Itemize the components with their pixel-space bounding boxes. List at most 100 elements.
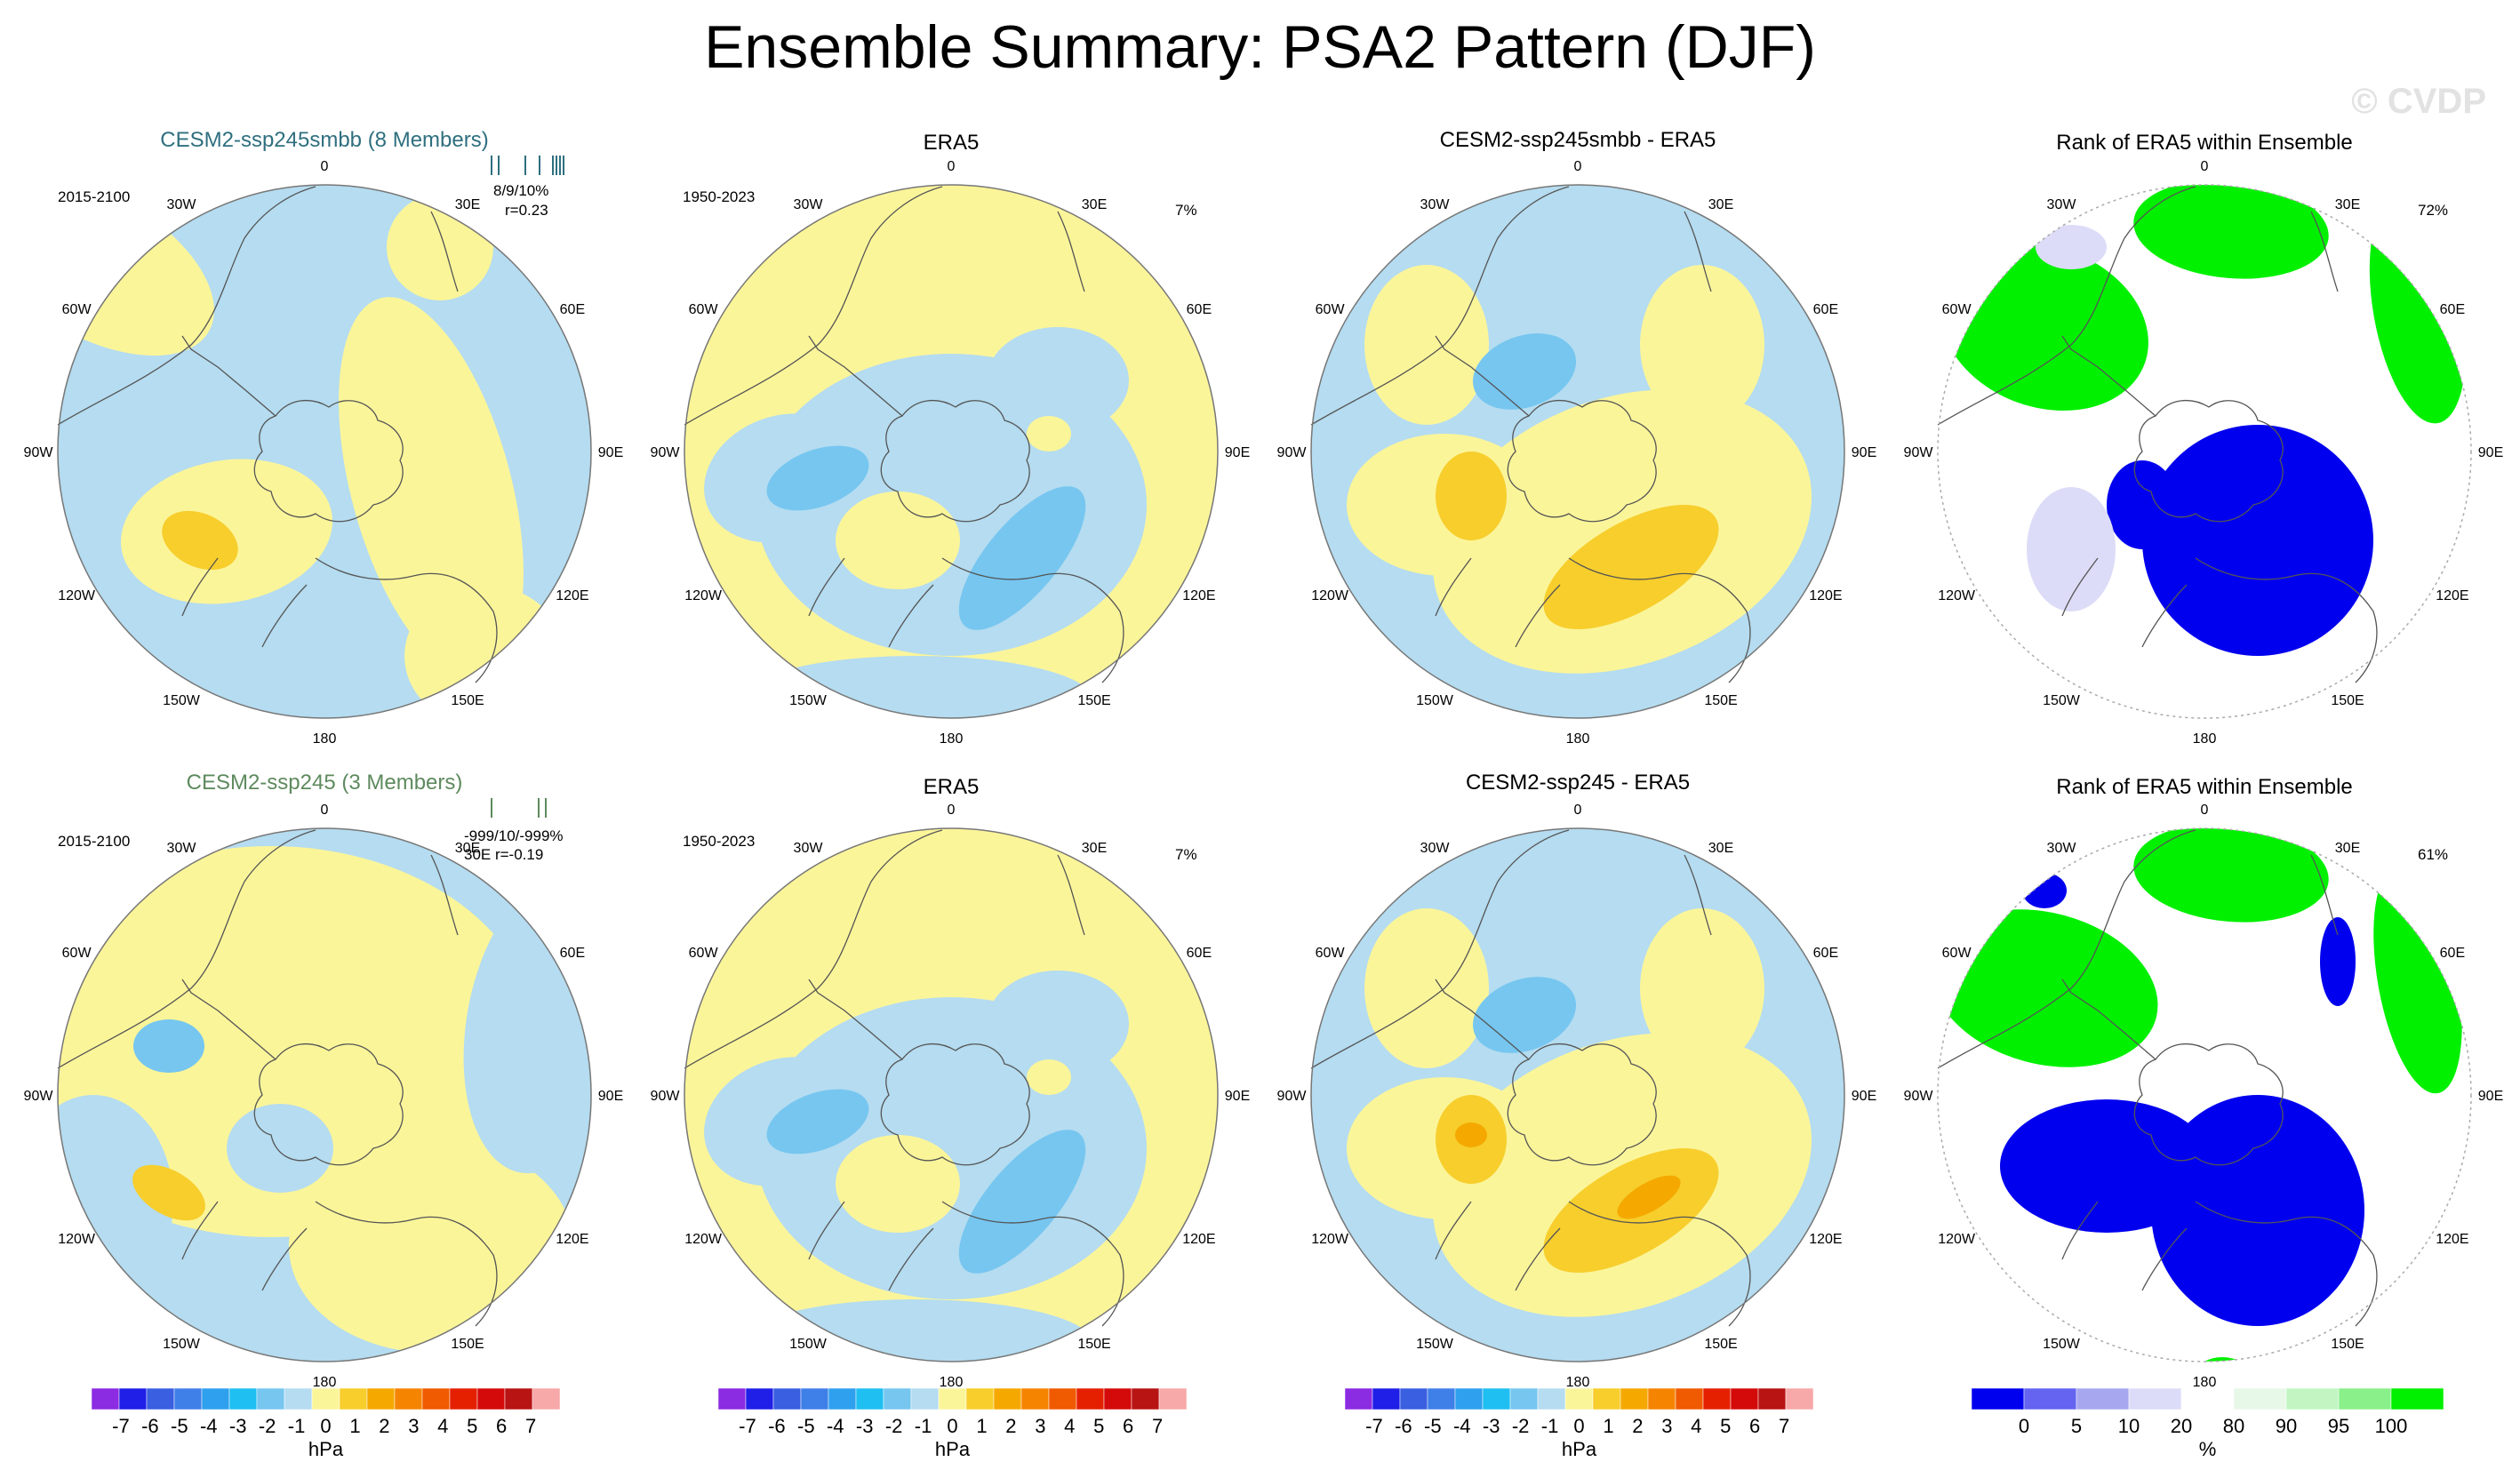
- colorbar-unit: hPa: [308, 1438, 344, 1460]
- coastline-4: [888, 557, 1124, 683]
- lon-label-90w: 90W: [651, 1089, 681, 1104]
- coastline-1: [808, 979, 903, 1060]
- lon-label-180: 180: [940, 1375, 964, 1390]
- lon-label-0: 0: [321, 803, 329, 818]
- colorbar-swatch-0: [717, 1387, 747, 1410]
- lon-label-120e: 120E: [556, 588, 588, 603]
- colorbar-unit: hPa: [935, 1438, 971, 1460]
- colorbar-swatch-13: [1702, 1387, 1732, 1410]
- map-panel-p23: 0 30E 60E 90E 120E 150E 180 150W 120W 90W 60W 30W: [1277, 803, 1877, 1390]
- colorbar-swatch-8: [311, 1387, 340, 1410]
- field-low-cores: [766, 445, 1086, 630]
- lon-label-90e: 90E: [1852, 1089, 1876, 1104]
- colorbar-swatch-1: [118, 1387, 148, 1410]
- map-boundary: [1937, 184, 2472, 719]
- lon-label-30e: 30E: [1708, 197, 1733, 212]
- coastline-0: [880, 399, 1030, 523]
- colorbar-swatch-8: [938, 1387, 967, 1410]
- colorbar-label-12: 5: [1093, 1415, 1104, 1437]
- colorbar-label-7: 100: [2375, 1415, 2408, 1437]
- lon-label-150w: 150W: [163, 693, 201, 708]
- lon-label-90e: 90E: [2478, 1089, 2503, 1104]
- colorbar-label-3: -4: [827, 1415, 844, 1437]
- colorbar-swatch-1: [745, 1387, 774, 1410]
- coastlines: [684, 186, 1124, 683]
- colorbar-swatch-2: [146, 1387, 175, 1410]
- coastlines: [57, 829, 498, 1327]
- lon-label-150e: 150E: [1077, 1337, 1110, 1352]
- lon-label-0: 0: [2201, 159, 2209, 174]
- coastlines: [1937, 186, 2378, 683]
- colorbar-swatch-5: [855, 1387, 884, 1410]
- coastline-1: [181, 335, 276, 417]
- colorbar-swatch-10: [1620, 1387, 1649, 1410]
- colorbar-label-3: -4: [200, 1415, 218, 1437]
- colorbar-swatch-10: [993, 1387, 1022, 1410]
- lon-label-120e: 120E: [2436, 588, 2468, 603]
- colorbar-label-6: -1: [1541, 1415, 1559, 1437]
- map-panel-p11: 0 30E 60E 90E 120E 150E 180 150W 120W 90W 60W 30W: [24, 159, 624, 747]
- period-p22: 1950-2023: [683, 833, 755, 850]
- coastline-4: [1515, 557, 1751, 683]
- coastline-0: [2133, 399, 2284, 523]
- colorbar-swatch-6: [2285, 1387, 2340, 1410]
- lon-label-150w: 150W: [163, 1337, 201, 1352]
- lon-label-0: 0: [948, 803, 956, 818]
- colorbar-swatch-15: [1757, 1387, 1787, 1410]
- field-fill: [1311, 185, 1844, 718]
- colorbar-swatch-16: [532, 1387, 561, 1410]
- lon-label-90e: 90E: [1225, 1089, 1250, 1104]
- coastline-4: [2141, 1201, 2378, 1327]
- lon-label-60w: 60W: [62, 946, 92, 961]
- rank-mid-regions: [2027, 225, 2116, 611]
- field-low-core: [133, 1019, 204, 1073]
- colorbar-swatch-0: [91, 1387, 120, 1410]
- lon-label-30w: 30W: [2047, 197, 2077, 212]
- lon-label-90w: 90W: [651, 445, 681, 460]
- map-boundary: [1310, 184, 1845, 719]
- colorbar-label-8: 1: [349, 1415, 360, 1437]
- coastline-5: [181, 1201, 219, 1260]
- coastline-5: [1435, 557, 1472, 617]
- colorbar-swatch-2: [772, 1387, 802, 1410]
- coastline-1: [181, 979, 276, 1060]
- field-positive-islands: [836, 1059, 1071, 1233]
- colorbar-label-2: -5: [171, 1415, 188, 1437]
- lon-label-150w: 150W: [1416, 693, 1454, 708]
- colorbar-swatch-16: [1158, 1387, 1188, 1410]
- lon-label-150w: 150W: [2043, 693, 2081, 708]
- panel-title-p22: ERA5: [924, 775, 980, 799]
- lon-label-30w: 30W: [2047, 841, 2077, 856]
- colorbar-label-3: 20: [2171, 1415, 2192, 1437]
- coastline-2: [57, 829, 316, 1069]
- colorbar-swatch-10: [366, 1387, 396, 1410]
- rank-low-regions: [2000, 873, 2364, 1326]
- colorbar-swatch-12: [1048, 1387, 1077, 1410]
- coastline-2: [684, 186, 943, 426]
- lon-label-120e: 120E: [556, 1232, 588, 1247]
- colorbar-swatch-0: [1344, 1387, 1373, 1410]
- colorbar-label-4: -3: [1483, 1415, 1500, 1437]
- panel-title-p11: CESM2-ssp245smbb (8 Members): [160, 128, 488, 152]
- colorbar-label-11: 4: [1064, 1415, 1075, 1437]
- lon-label-150e: 150E: [2331, 1337, 2364, 1352]
- lon-label-60w: 60W: [1316, 302, 1346, 317]
- lon-label-30w: 30W: [167, 197, 197, 212]
- coastline-4: [888, 1201, 1124, 1327]
- stats-line1-p11: 8/9/10%: [493, 182, 548, 199]
- map-boundary: [1310, 827, 1845, 1362]
- colorbar-swatch-5: [2233, 1387, 2287, 1410]
- colorbar-swatch-7: [1537, 1387, 1566, 1410]
- colorbar-swatch-3: [1427, 1387, 1456, 1410]
- stats-line2-p11: r=0.23: [505, 202, 548, 219]
- coastline-1: [1435, 335, 1530, 417]
- colorbar-swatch-7: [284, 1387, 313, 1410]
- colorbar-label-7: 0: [1573, 1415, 1584, 1437]
- lon-label-90w: 90W: [1904, 445, 1934, 460]
- lon-label-150w: 150W: [789, 693, 828, 708]
- lon-label-120e: 120E: [1809, 1232, 1842, 1247]
- colorbar-swatch-15: [1131, 1387, 1160, 1410]
- lon-label-30e: 30E: [2335, 841, 2360, 856]
- lon-label-120w: 120W: [1311, 588, 1349, 603]
- period-p21: 2015-2100: [58, 833, 130, 850]
